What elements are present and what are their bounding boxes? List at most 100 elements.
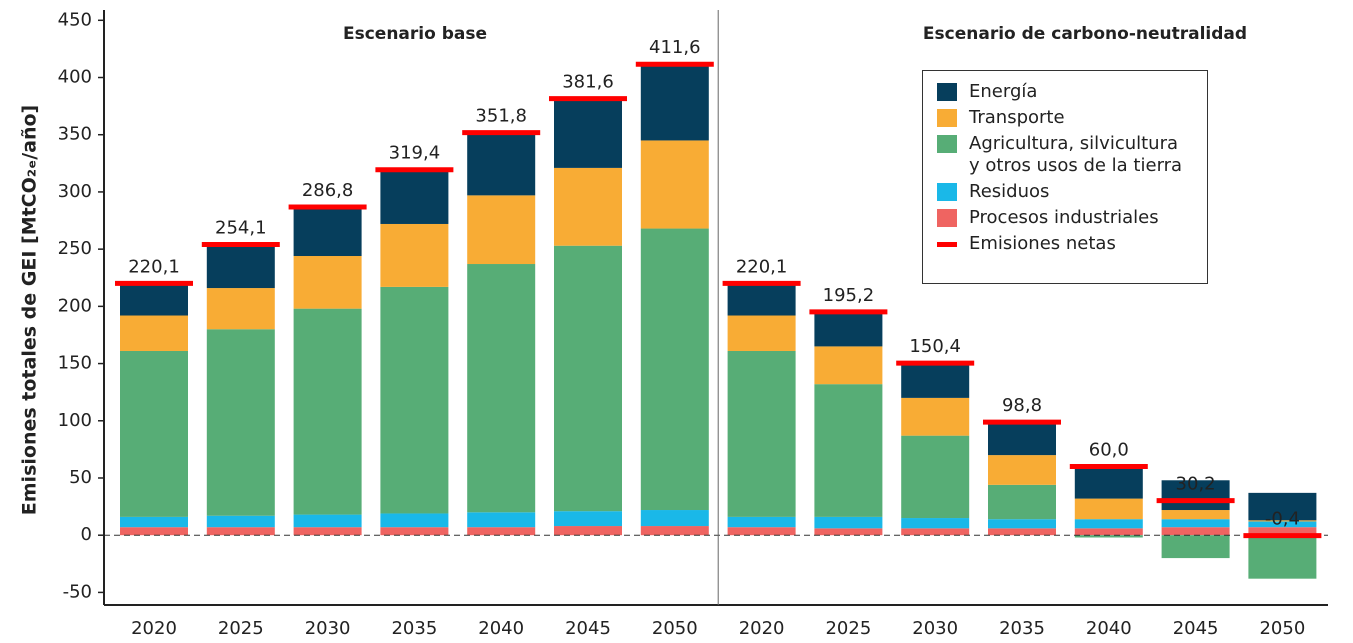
y-tick-label: 0 bbox=[81, 524, 92, 545]
bar-segment bbox=[901, 435, 970, 519]
y-tick-label: 200 bbox=[58, 295, 92, 316]
bar-segment bbox=[727, 315, 796, 351]
legend-item: Energía bbox=[937, 81, 1193, 103]
x-tick-label: 2040 bbox=[1086, 618, 1132, 639]
x-tick-label: 2025 bbox=[825, 618, 871, 639]
bar-segment bbox=[640, 510, 709, 527]
bar-segment bbox=[380, 513, 449, 528]
annotation: Escenario base bbox=[343, 24, 487, 44]
bar-segment bbox=[1074, 467, 1143, 499]
bar-segment bbox=[1074, 535, 1143, 538]
bar-segment bbox=[901, 518, 970, 529]
bar-segment bbox=[206, 515, 275, 528]
legend-item: Procesos industriales bbox=[937, 207, 1193, 229]
x-tick-label: 2035 bbox=[999, 618, 1045, 639]
bar-segment bbox=[1161, 510, 1230, 520]
data-label: 150,4 bbox=[909, 336, 961, 357]
bar-segment bbox=[1074, 528, 1143, 536]
data-label: 381,6 bbox=[562, 72, 614, 93]
bar-segment bbox=[554, 526, 622, 536]
bar-segment bbox=[727, 283, 796, 316]
bar-segment bbox=[640, 140, 709, 229]
y-tick-label: 250 bbox=[58, 238, 92, 259]
bar-segment bbox=[120, 350, 188, 517]
legend-label: Energía bbox=[969, 81, 1038, 102]
bar-segment bbox=[206, 329, 275, 516]
legend-item: Agricultura, silvicultura y otros usos d… bbox=[937, 133, 1193, 177]
bar-segment bbox=[554, 511, 622, 527]
legend-swatch bbox=[937, 109, 957, 127]
bar-segment bbox=[467, 264, 536, 513]
legend-label: Transporte bbox=[969, 107, 1065, 128]
x-tick-label: 2050 bbox=[1259, 618, 1305, 639]
legend-label: Agricultura, silvicultura y otros usos d… bbox=[969, 133, 1183, 176]
bar-segment bbox=[1248, 520, 1317, 522]
data-label: 254,1 bbox=[215, 217, 267, 238]
bar-segment bbox=[380, 223, 449, 287]
annotation: Escenario de carbono-neutralidad bbox=[923, 24, 1247, 44]
bar-segment bbox=[1161, 527, 1230, 536]
bar-segment bbox=[1248, 492, 1317, 521]
data-label: 319,4 bbox=[389, 143, 441, 164]
x-tick-label: 2040 bbox=[478, 618, 524, 639]
bar-segment bbox=[293, 206, 362, 257]
bar-segment bbox=[206, 527, 275, 536]
data-label: 351,8 bbox=[475, 106, 527, 127]
y-tick-label: 100 bbox=[58, 410, 92, 431]
legend-item: Residuos bbox=[937, 181, 1193, 203]
bar-segment bbox=[988, 528, 1056, 536]
legend-swatch bbox=[937, 83, 957, 101]
bar-segment bbox=[120, 516, 188, 528]
bar-segment bbox=[814, 384, 883, 517]
x-tick-label: 2050 bbox=[652, 618, 698, 639]
bar-segment bbox=[293, 527, 362, 536]
bar-segment bbox=[554, 98, 622, 168]
y-tick-label: 350 bbox=[58, 124, 92, 145]
bar-segment bbox=[206, 288, 275, 330]
y-axis-label: Emisiones totales de GEI [MtCO₂ₑ/año] bbox=[19, 105, 41, 515]
bar-segment bbox=[293, 256, 362, 309]
bar-segment bbox=[293, 514, 362, 528]
bar-segment bbox=[467, 527, 536, 536]
data-label: -0,4 bbox=[1265, 509, 1300, 530]
data-label: 30,2 bbox=[1176, 474, 1216, 495]
bar-segment bbox=[727, 527, 796, 536]
bar-segment bbox=[1161, 519, 1230, 528]
data-label: 60,0 bbox=[1089, 440, 1129, 461]
bar-segment bbox=[293, 308, 362, 515]
x-tick-label: 2030 bbox=[912, 618, 958, 639]
x-tick-label: 2025 bbox=[218, 618, 264, 639]
y-tick-label: 450 bbox=[58, 9, 92, 30]
legend-item: Emisiones netas bbox=[937, 233, 1193, 255]
legend-label: Residuos bbox=[969, 181, 1050, 202]
data-label: 98,8 bbox=[1002, 395, 1042, 416]
x-tick-label: 2030 bbox=[305, 618, 351, 639]
bar-segment bbox=[640, 526, 709, 536]
legend: Energía Transporte Agricultura, silvicultu… bbox=[922, 70, 1208, 284]
bar-segment bbox=[727, 516, 796, 528]
bar-segment bbox=[814, 346, 883, 385]
legend-swatch bbox=[937, 135, 957, 153]
data-label: 220,1 bbox=[736, 256, 788, 277]
bar-segment bbox=[380, 527, 449, 536]
bar-segment bbox=[901, 363, 970, 398]
bar-segment bbox=[1161, 480, 1230, 511]
bar-segment bbox=[467, 195, 536, 265]
bar-segment bbox=[467, 512, 536, 528]
bar-segment bbox=[1074, 519, 1143, 529]
y-tick-label: 50 bbox=[69, 467, 92, 488]
legend-swatch bbox=[937, 242, 957, 247]
x-tick-label: 2020 bbox=[131, 618, 177, 639]
bar-segment bbox=[814, 312, 883, 347]
bar-segment bbox=[640, 228, 709, 511]
bar-segment bbox=[988, 519, 1056, 529]
bar-segment bbox=[554, 245, 622, 512]
bar-segment bbox=[1248, 521, 1317, 528]
x-tick-label: 2020 bbox=[739, 618, 785, 639]
bar-segment bbox=[814, 528, 883, 536]
bar-segment bbox=[988, 424, 1056, 456]
bar-segment bbox=[380, 170, 449, 224]
bar-segment bbox=[988, 455, 1056, 485]
x-tick-label: 2045 bbox=[565, 618, 611, 639]
bar-segment bbox=[1248, 535, 1317, 579]
